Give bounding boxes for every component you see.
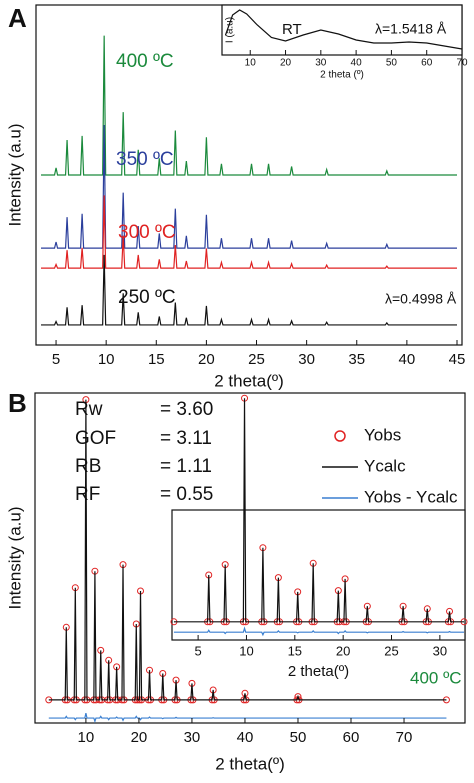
x-tick-label: 25 (384, 643, 398, 658)
y-axis-label: Intensity (a.u) (5, 507, 24, 610)
pattern-line (41, 125, 457, 249)
plot-frame (221, 4, 463, 56)
annotation: = 0.55 (160, 484, 213, 505)
annotation: 300 ºC (118, 222, 176, 243)
x-tick-label: 5 (194, 643, 201, 658)
annotation: 400 ºC (116, 51, 174, 72)
pattern-line (41, 254, 457, 326)
annotation: 350 ºC (116, 149, 174, 170)
x-tick-label: 35 (348, 351, 365, 368)
annotation: RF (75, 484, 100, 505)
annotation: λ=0.4998 Å (385, 291, 457, 307)
pattern-line (41, 195, 457, 269)
x-tick-label: 10 (239, 643, 253, 658)
annotation: 250 ºC (118, 287, 176, 308)
x-tick-label: 30 (315, 58, 327, 69)
x-tick-label: 10 (98, 351, 115, 368)
x-tick-label: 10 (245, 58, 257, 69)
x-tick-label: 45 (449, 351, 466, 368)
x-tick-label: 20 (280, 58, 292, 69)
y-axis-label: I (a.u) (225, 17, 236, 43)
annotation: = 3.60 (160, 399, 213, 420)
legend-marker (334, 430, 346, 442)
panel-label: B (8, 388, 27, 418)
x-tick-label: 50 (386, 58, 398, 69)
pattern-line (48, 712, 447, 724)
x-axis-label: 2 theta (º) (320, 70, 364, 81)
panel-label: A (8, 3, 27, 33)
x-tick-label: 30 (298, 351, 315, 368)
annotation: = 3.11 (160, 428, 212, 449)
x-tick-label: 15 (288, 643, 302, 658)
annotation: RB (75, 456, 101, 477)
x-tick-label: 40 (351, 58, 363, 69)
x-tick-label: 70 (456, 58, 468, 69)
x-tick-label: 5 (52, 351, 60, 368)
x-tick-label: 30 (184, 729, 201, 746)
x-tick-label: 10 (78, 729, 95, 746)
x-tick-label: 60 (421, 58, 433, 69)
pattern-line (41, 35, 457, 176)
x-tick-label: 15 (148, 351, 165, 368)
legend-label: Yobs (364, 425, 401, 444)
pattern-line (173, 398, 465, 623)
x-axis-label: 2 theta(º) (215, 754, 285, 773)
x-tick-label: 25 (248, 351, 265, 368)
x-tick-label: 70 (396, 729, 413, 746)
x-tick-label: 20 (198, 351, 215, 368)
annotation: 400 ºC (410, 668, 462, 687)
plot-frame (171, 509, 466, 641)
obs-marker (294, 693, 302, 701)
x-tick-label: 20 (131, 729, 148, 746)
x-axis-label: 2 theta(º) (288, 663, 349, 680)
legend-label: Ycalc (364, 456, 406, 475)
y-axis-label: Intensity (a.u) (5, 124, 24, 227)
x-tick-label: 40 (237, 729, 254, 746)
annotation: RT (282, 21, 302, 38)
annotation: GOF (75, 428, 116, 449)
pattern-line (224, 9, 463, 50)
x-tick-label: 50 (290, 729, 307, 746)
x-tick-label: 60 (343, 729, 360, 746)
annotation: = 1.11 (160, 456, 212, 477)
x-tick-label: 30 (433, 643, 447, 658)
legend-label: Yobs - Ycalc (364, 487, 458, 506)
x-axis-label: 2 theta(º) (214, 371, 284, 390)
x-tick-label: 20 (336, 643, 350, 658)
x-tick-label: 40 (399, 351, 416, 368)
annotation: λ=1.5418 Å (375, 21, 447, 37)
pattern-line (173, 626, 465, 637)
pattern-line (48, 399, 447, 701)
annotation: Rw (75, 399, 103, 420)
